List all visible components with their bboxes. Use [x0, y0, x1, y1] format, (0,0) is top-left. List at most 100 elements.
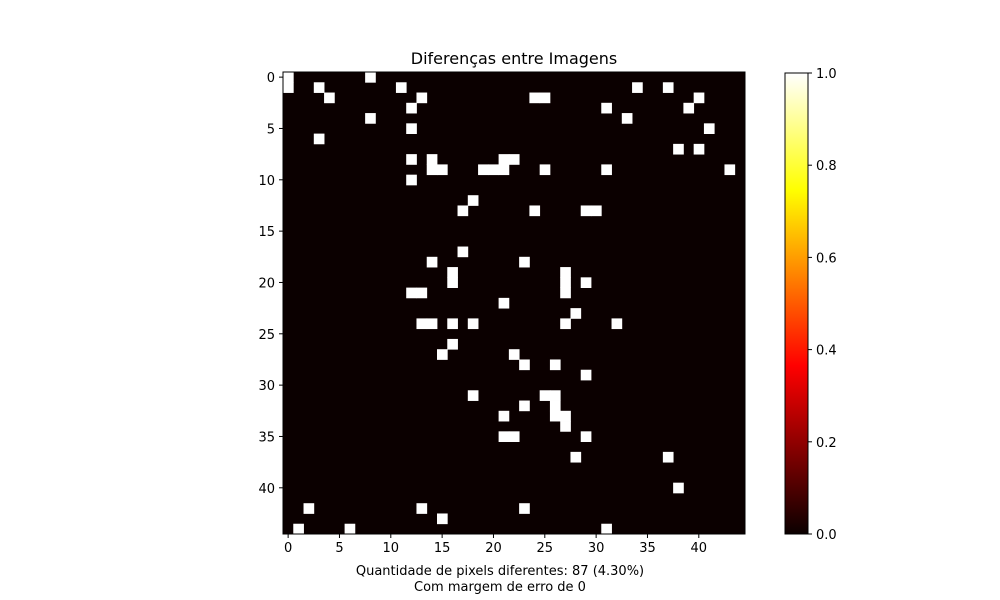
diff-pixel-cells: [283, 72, 736, 535]
diff-pixel: [416, 287, 428, 299]
diff-pixel: [611, 318, 623, 330]
y-tick-label: 20: [258, 276, 275, 291]
diff-pixel: [662, 451, 674, 463]
diff-pixel: [662, 82, 674, 93]
diff-pixel: [324, 92, 335, 104]
diff-pixel: [406, 174, 417, 186]
diff-pixel: [426, 154, 438, 165]
diff-pixel: [703, 123, 715, 134]
diff-pixel: [508, 349, 520, 360]
diff-pixel: [457, 205, 469, 217]
diff-pixel: [447, 267, 458, 278]
diff-pixel: [426, 256, 438, 268]
diff-pixel: [406, 123, 417, 134]
y-tick-label: 15: [258, 225, 275, 240]
diff-pixel: [519, 400, 530, 412]
x-tick-label: 35: [639, 541, 656, 556]
diff-pixel: [426, 164, 438, 176]
diff-pixel: [447, 277, 458, 288]
colorbar-tick-label: 0.8: [816, 159, 837, 174]
diff-pixel: [508, 431, 520, 442]
diff-pixel: [498, 410, 510, 422]
diff-pixel: [683, 102, 695, 114]
diff-pixel: [591, 205, 602, 217]
diff-pixel: [601, 102, 612, 114]
colorbar-ticks: 0.0 0.2 0.4 0.6 0.8 1.0: [808, 67, 837, 543]
diff-pixel: [508, 154, 520, 165]
diff-pixel: [416, 318, 428, 330]
heatmap-background: [283, 72, 745, 534]
diff-pixel: [437, 164, 448, 176]
y-axis: 0 5 10 15 20 25 30 35 40: [258, 71, 283, 497]
diff-pixel: [549, 400, 561, 412]
y-tick-label: 35: [258, 430, 275, 445]
diff-pixel: [724, 164, 736, 176]
x-tick-label: 10: [383, 541, 400, 556]
colorbar-tick-label: 1.0: [816, 67, 837, 82]
diff-pixel: [549, 359, 561, 371]
diff-pixel: [406, 287, 417, 299]
diff-pixel: [560, 287, 571, 299]
diff-pixel: [539, 164, 551, 176]
diff-pixel: [437, 349, 448, 360]
diff-pixel: [632, 82, 643, 93]
diff-pixel: [693, 143, 705, 155]
colorbar-gradient: [784, 72, 809, 535]
diff-pixel: [560, 410, 571, 422]
x-tick-label: 5: [335, 541, 343, 556]
diff-pixel: [580, 277, 592, 288]
diff-pixel: [365, 72, 376, 83]
diff-pixel: [560, 277, 571, 288]
x-tick-label: 20: [485, 541, 502, 556]
diff-pixel: [621, 113, 633, 124]
diff-pixel: [560, 318, 571, 330]
diff-pixel: [560, 267, 571, 278]
diff-pixel: [570, 308, 582, 319]
chart-title: Diferenças entre Imagens: [411, 49, 617, 68]
x-tick-label: 25: [537, 541, 554, 556]
diff-pixel: [478, 164, 489, 176]
diff-pixel: [313, 82, 325, 93]
diff-pixel: [283, 72, 294, 83]
diff-pixel: [519, 256, 530, 268]
diff-pixel: [601, 523, 612, 535]
diff-pixel: [416, 503, 428, 514]
colorbar-tick-label: 0.4: [816, 344, 837, 359]
diff-pixel: [601, 164, 612, 176]
colorbar-tick-label: 0.2: [816, 436, 837, 451]
diff-pixel: [395, 82, 407, 93]
x-axis-label-line-1: Quantidade de pixels diferentes: 87 (4.3…: [356, 564, 644, 579]
diff-pixel: [580, 369, 592, 381]
diff-pixel: [498, 297, 510, 309]
diff-pixel: [416, 92, 428, 104]
diff-pixel: [498, 154, 510, 165]
diff-pixel: [580, 431, 592, 442]
y-tick-label: 40: [258, 482, 275, 497]
diff-pixel: [529, 205, 541, 217]
x-tick-label: 40: [691, 541, 708, 556]
diff-pixel: [437, 513, 448, 525]
y-tick-label: 10: [258, 174, 275, 189]
diff-pixel: [498, 164, 510, 176]
diff-pixel: [549, 410, 561, 422]
diff-pixel: [580, 205, 592, 217]
diff-pixel: [467, 390, 479, 401]
x-tick-label: 30: [588, 541, 605, 556]
diff-pixel: [560, 421, 571, 432]
diff-pixel: [313, 133, 325, 145]
diff-pixel: [426, 318, 438, 330]
x-tick-label: 0: [284, 541, 292, 556]
heatmap-frame: [282, 71, 746, 535]
y-tick-label: 30: [258, 379, 275, 394]
diff-pixel: [519, 503, 530, 514]
diff-pixel: [467, 195, 479, 206]
diff-pixel: [673, 482, 684, 494]
colorbar-tick-label: 0.6: [816, 251, 837, 266]
diff-pixel: [406, 154, 417, 165]
y-tick-label: 5: [267, 122, 275, 137]
diff-pixel: [539, 92, 551, 104]
diff-pixel: [693, 92, 705, 104]
colorbar: 0.0 0.2 0.4 0.6 0.8 1.0: [784, 67, 837, 543]
diff-pixel: [529, 92, 541, 104]
